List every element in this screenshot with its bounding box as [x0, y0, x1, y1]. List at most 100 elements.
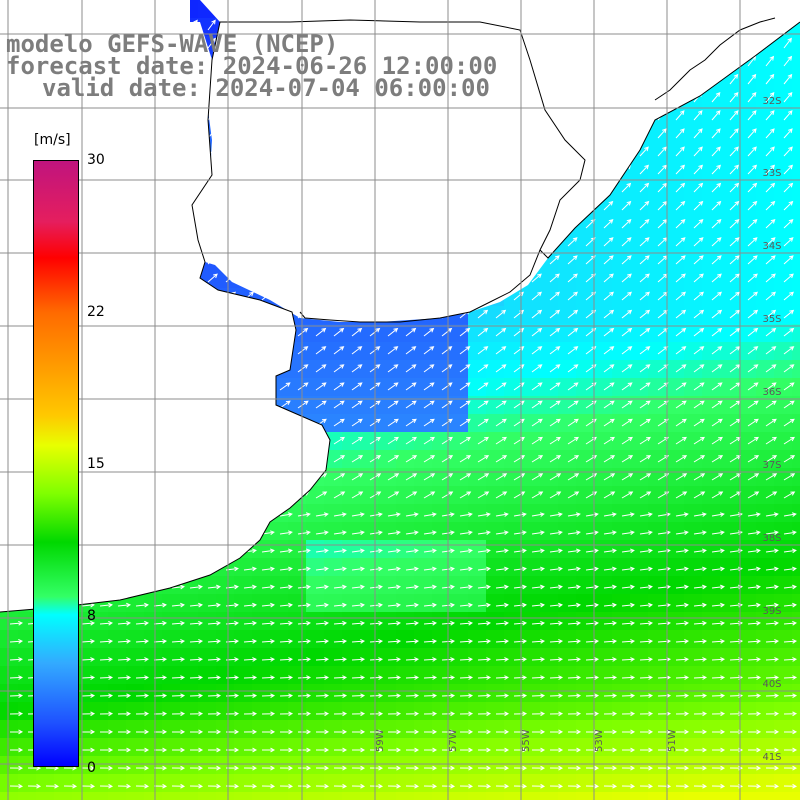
field-cell [234, 666, 253, 685]
field-cell [648, 576, 667, 595]
wind-arrow [603, 675, 618, 680]
field-cell [702, 126, 721, 145]
wind-arrow [747, 584, 761, 590]
field-cell [270, 774, 289, 793]
wind-arrow [261, 711, 276, 717]
field-cell [414, 630, 433, 649]
field-cell [36, 792, 55, 800]
wind-arrow [441, 364, 453, 373]
wind-arrow [765, 530, 779, 536]
wind-arrow [531, 273, 542, 283]
wind-arrow [261, 675, 276, 680]
wind-arrow [747, 364, 759, 373]
field-cell [378, 522, 397, 541]
wind-arrow [783, 473, 796, 481]
field-cell [720, 594, 739, 613]
wind-arrow [783, 530, 797, 536]
field-cell [108, 774, 127, 793]
wind-arrow [531, 455, 544, 463]
field-cell [792, 288, 800, 307]
wind-arrow [621, 182, 632, 193]
wind-arrow [567, 602, 581, 608]
wind-arrow [172, 747, 186, 753]
field-cell [126, 594, 145, 613]
field-cell [180, 756, 199, 775]
field-cell [702, 108, 721, 127]
field-cell [630, 432, 649, 451]
field-cell [792, 738, 800, 757]
wind-arrow [783, 219, 794, 229]
field-cell [738, 396, 757, 415]
field-cell [648, 324, 667, 343]
wind-arrow [423, 765, 438, 771]
field-cell [342, 432, 361, 451]
wind-arrow [531, 765, 546, 771]
field-cell [414, 774, 433, 793]
field-cell [648, 774, 667, 793]
field-cell [612, 270, 631, 289]
wind-arrow [693, 530, 707, 536]
field-cell [666, 450, 685, 469]
field-cell [468, 396, 487, 415]
field-cell [774, 270, 793, 289]
wind-arrow [603, 530, 617, 536]
wind-arrow [477, 436, 489, 445]
field-cell [324, 558, 343, 577]
field-cell [414, 684, 433, 703]
field-cell [648, 288, 667, 307]
field-cell [522, 648, 541, 667]
field-cell [504, 612, 523, 631]
wind-arrow [81, 675, 96, 680]
field-cell [486, 414, 505, 433]
field-cell [504, 666, 523, 685]
field-cell [756, 324, 775, 343]
wind-arrow [279, 638, 294, 644]
field-cell [324, 594, 343, 613]
field-cell [144, 774, 163, 793]
wind-arrow [711, 436, 723, 445]
wind-arrow [495, 638, 510, 644]
field-cell [360, 702, 379, 721]
wind-arrow [765, 237, 776, 247]
wind-arrow [387, 530, 401, 536]
wind-arrow [261, 657, 276, 662]
wind-arrow [513, 711, 528, 717]
wind-arrow [567, 675, 582, 680]
field-cell [252, 738, 271, 757]
wind-arrow [729, 273, 740, 283]
field-cell [666, 666, 685, 685]
wind-arrow [693, 765, 708, 771]
wind-arrow [423, 638, 438, 644]
field-cell [594, 666, 613, 685]
wind-arrow [621, 657, 636, 662]
wind-arrow [189, 783, 204, 789]
field-cell [324, 612, 343, 631]
wind-arrow [711, 164, 722, 175]
field-cell [396, 702, 415, 721]
field-cell [288, 558, 307, 577]
wind-arrow [711, 530, 725, 536]
field-cell [774, 414, 793, 433]
field-cell [522, 720, 541, 739]
field-cell [648, 558, 667, 577]
field-cell [324, 684, 343, 703]
wind-arrow [171, 675, 186, 680]
field-cell [630, 684, 649, 703]
wind-arrow [9, 693, 24, 699]
wind-arrow [711, 693, 726, 699]
wind-arrow [639, 182, 650, 193]
wind-arrow [639, 675, 654, 680]
field-cell [702, 270, 721, 289]
field-cell [450, 522, 469, 541]
field-cell [522, 378, 541, 397]
wind-arrow [9, 783, 24, 789]
wind-arrow [243, 584, 257, 590]
field-cell [468, 666, 487, 685]
field-cell [180, 720, 199, 739]
field-cell [486, 324, 505, 343]
field-cell [612, 342, 631, 361]
field-cell [288, 774, 307, 793]
wind-arrow [693, 729, 708, 735]
field-cell [594, 738, 613, 757]
wind-arrow [460, 747, 474, 753]
